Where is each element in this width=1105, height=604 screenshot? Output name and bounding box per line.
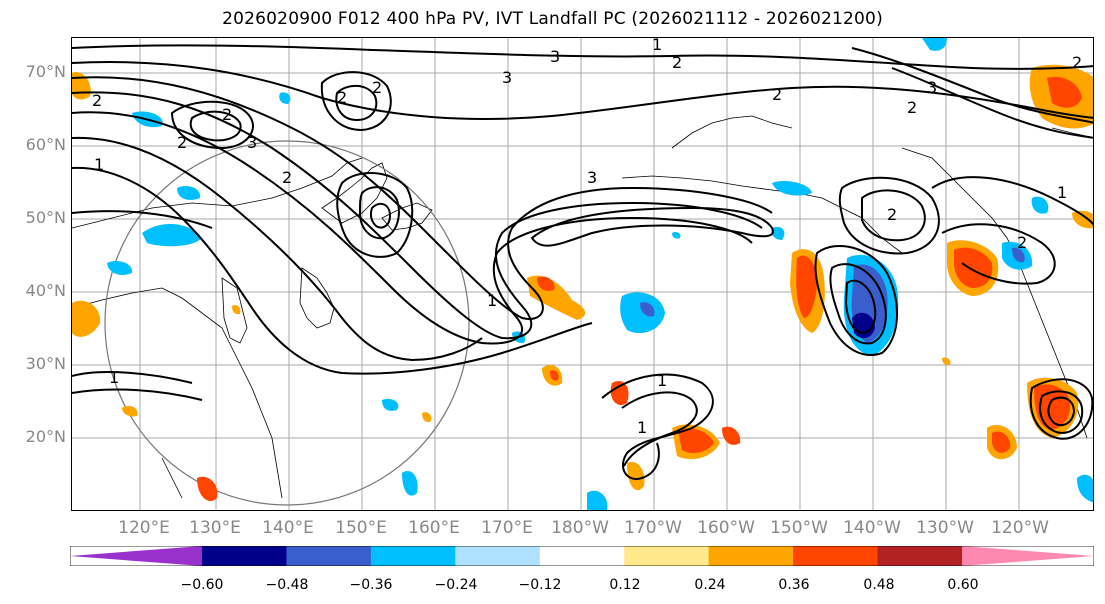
colorbar-segment xyxy=(708,546,794,566)
contour-label: 2 xyxy=(1072,53,1082,72)
lon-label-120e: 120°E xyxy=(118,518,170,538)
contour-label: 3 xyxy=(247,133,257,152)
lat-label-30n: 30°N xyxy=(25,354,66,373)
colorbar-tick-label: −0.36 xyxy=(349,577,393,593)
contour-label: 2 xyxy=(372,78,382,97)
map-title: 2026020900 F012 400 hPa PV, IVT Landfall… xyxy=(222,9,883,29)
lon-label-150w: 150°W xyxy=(770,518,828,538)
lon-label-160w: 160°W xyxy=(697,518,755,538)
lon-label-160e: 160°E xyxy=(408,518,460,538)
contour-label: 2 xyxy=(1017,233,1027,252)
contour-label: 1 xyxy=(94,155,104,174)
colorbar-segments xyxy=(70,546,1094,566)
contour-label: 3 xyxy=(927,78,937,97)
colorbar-tick-label: −0.12 xyxy=(518,577,562,593)
colorbar-segment xyxy=(624,546,710,566)
contour-label: 1 xyxy=(487,291,497,310)
colorbar-tick-label: −0.48 xyxy=(265,577,309,593)
lon-label-180w: 180°W xyxy=(551,518,609,538)
contour-label: 1 xyxy=(1057,183,1067,202)
lon-label-140e: 140°E xyxy=(262,518,314,538)
colorbar-segment xyxy=(877,546,963,566)
colorbar-segment xyxy=(793,546,879,566)
contour-label: 2 xyxy=(177,133,187,152)
colorbar-tick-label: −0.24 xyxy=(434,577,478,593)
colorbar-segment xyxy=(539,546,625,566)
map-panel: 2 3 2 2 3 1 2 2 3 3 2 1 2 1 2 2 2 3 2 2 … xyxy=(71,37,1094,511)
region-circle xyxy=(104,140,470,506)
lon-label-150e: 150°E xyxy=(335,518,387,538)
lat-label-50n: 50°N xyxy=(25,208,66,227)
contour-label: 3 xyxy=(502,68,512,87)
contour-label: 3 xyxy=(550,47,560,66)
contour-label: 1 xyxy=(637,418,647,437)
contour-label: 2 xyxy=(92,91,102,110)
lon-label-170w: 170°W xyxy=(624,518,682,538)
colorbar-segment xyxy=(70,546,202,566)
lat-label-20n: 20°N xyxy=(25,427,66,446)
lon-label-120w: 120°W xyxy=(991,518,1049,538)
contour-label: 2 xyxy=(907,98,917,117)
contour-label-group: 2 3 2 2 3 1 2 2 3 3 2 1 2 1 2 2 2 3 2 2 … xyxy=(92,38,1082,437)
colorbar-segment xyxy=(962,546,1094,566)
coastlines xyxy=(72,115,1093,499)
lon-label-140w: 140°W xyxy=(843,518,901,538)
colorbar-tick-label: 0.36 xyxy=(778,577,810,593)
colorbar-tick-label: −0.60 xyxy=(180,577,224,593)
pv-contours xyxy=(72,44,1093,480)
contour-label: 1 xyxy=(109,368,119,387)
colorbar xyxy=(70,546,1094,566)
lon-label-130e: 130°E xyxy=(189,518,241,538)
colorbar-tick-label: 0.24 xyxy=(694,577,726,593)
colorbar-tick-label: 0.48 xyxy=(863,577,895,593)
colorbar-tick-label: 0.60 xyxy=(947,577,979,593)
contour-label: 3 xyxy=(587,168,597,187)
lon-label-130w: 130°W xyxy=(916,518,974,538)
contour-label: 2 xyxy=(337,88,347,107)
map-canvas: 2 3 2 2 3 1 2 2 3 3 2 1 2 1 2 2 2 3 2 2 … xyxy=(72,38,1093,510)
contour-label: 2 xyxy=(672,53,682,72)
lat-label-40n: 40°N xyxy=(25,281,66,300)
contour-label: 2 xyxy=(222,105,232,124)
contour-label: 1 xyxy=(657,371,667,390)
contour-label: 2 xyxy=(772,85,782,104)
colorbar-segment xyxy=(455,546,541,566)
colorbar-segment xyxy=(202,546,287,566)
lon-label-170e: 170°E xyxy=(481,518,533,538)
colorbar-tick-label: 0.12 xyxy=(609,577,641,593)
contour-label: 2 xyxy=(887,205,897,224)
colorbar-segment xyxy=(370,546,456,566)
lat-label-70n: 70°N xyxy=(25,62,66,81)
contour-label: 2 xyxy=(282,168,292,187)
colorbar-segment xyxy=(286,546,372,566)
lat-label-60n: 60°N xyxy=(25,135,66,154)
contour-label: 1 xyxy=(652,38,662,54)
